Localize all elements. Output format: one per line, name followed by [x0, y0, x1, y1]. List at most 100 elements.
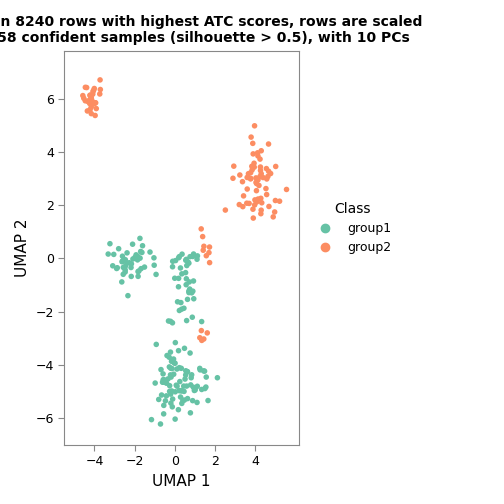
Point [265, 140, 273, 148]
Point [190, 250, 198, 258]
Point [247, 133, 255, 141]
Point [168, 263, 176, 271]
Point [161, 397, 169, 405]
Point [174, 274, 182, 282]
Point [171, 388, 179, 396]
Point [272, 162, 280, 170]
Point [183, 367, 191, 375]
Point [79, 92, 87, 100]
Point [185, 287, 193, 295]
Point [166, 382, 174, 390]
Point [131, 254, 139, 262]
Point [235, 201, 243, 209]
Point [188, 253, 197, 261]
Point [230, 162, 238, 170]
Point [83, 107, 91, 115]
Point [186, 349, 194, 357]
Point [254, 152, 262, 160]
Point [249, 139, 257, 147]
Point [169, 257, 177, 265]
Point [160, 410, 168, 418]
Point [204, 397, 212, 405]
Point [150, 254, 158, 262]
Point [182, 256, 190, 264]
Point [185, 289, 193, 297]
Point [259, 173, 267, 181]
Point [188, 397, 197, 405]
Point [182, 275, 191, 283]
Point [167, 399, 175, 407]
Point [258, 199, 266, 207]
Point [166, 318, 174, 326]
Point [182, 281, 190, 289]
Point [194, 252, 202, 260]
Point [206, 243, 214, 251]
Point [129, 240, 137, 248]
Point [243, 185, 251, 193]
Point [196, 366, 204, 374]
Point [109, 262, 117, 270]
Point [90, 86, 98, 94]
Point [118, 258, 126, 266]
Point [160, 375, 168, 384]
Point [158, 391, 166, 399]
Point [202, 383, 210, 391]
Point [86, 105, 94, 113]
Point [186, 253, 194, 261]
Point [165, 363, 173, 371]
Point [173, 382, 181, 390]
Point [88, 96, 96, 104]
Point [213, 373, 221, 382]
Point [81, 83, 89, 91]
Point [129, 255, 137, 263]
Point [114, 244, 122, 253]
Point [282, 185, 290, 194]
Point [121, 263, 130, 271]
Point [87, 103, 95, 111]
Point [189, 287, 197, 295]
Point [119, 257, 128, 265]
Point [165, 353, 173, 361]
Point [190, 277, 198, 285]
Point [253, 197, 261, 205]
Point [172, 381, 180, 389]
Point [176, 377, 184, 386]
Point [191, 387, 199, 395]
Title: UMAP on 8240 rows with highest ATC scores, rows are scaled
258/258 confident sam: UMAP on 8240 rows with highest ATC score… [0, 15, 423, 45]
Point [91, 99, 99, 107]
Point [243, 199, 251, 207]
Point [118, 252, 127, 260]
Point [163, 379, 171, 387]
Point [177, 387, 185, 395]
Point [83, 84, 91, 92]
Point [182, 367, 190, 375]
Point [193, 255, 201, 263]
Point [162, 392, 170, 400]
Point [253, 179, 261, 187]
Point [254, 195, 262, 203]
Point [174, 283, 182, 291]
Point [161, 376, 169, 385]
Point [253, 186, 261, 195]
Point [90, 100, 98, 108]
Point [200, 367, 208, 375]
Point [199, 246, 207, 255]
Point [123, 249, 131, 257]
Point [249, 205, 257, 213]
Point [87, 109, 95, 117]
Point [177, 387, 185, 395]
Point [174, 406, 182, 414]
Point [256, 155, 264, 163]
Point [175, 306, 183, 314]
Point [254, 176, 262, 184]
Point [167, 373, 175, 381]
Point [190, 295, 198, 303]
Point [255, 181, 263, 190]
Point [123, 259, 131, 267]
Point [257, 170, 265, 178]
Point [177, 364, 185, 372]
Point [152, 340, 160, 348]
Point [206, 259, 214, 267]
Point [181, 375, 189, 383]
Point [168, 403, 176, 411]
